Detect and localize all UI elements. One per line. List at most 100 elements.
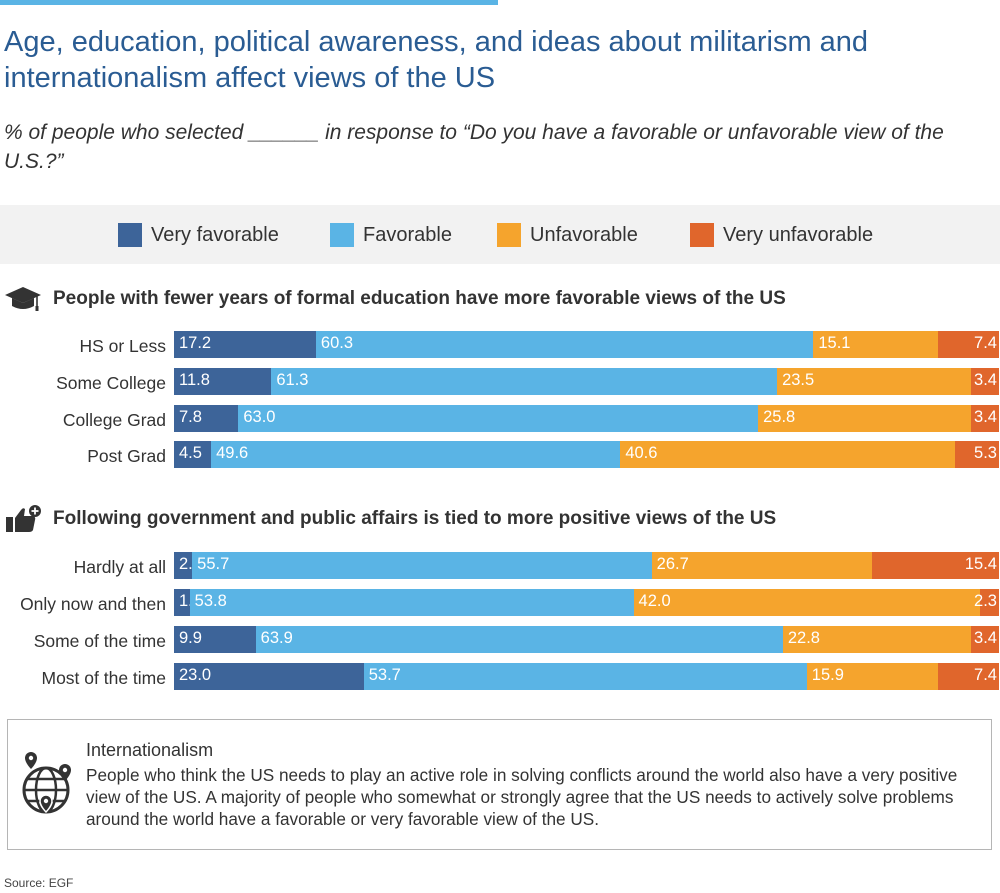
data-label: 53.7 bbox=[368, 666, 401, 684]
data-label: 63.9 bbox=[260, 629, 293, 647]
data-label: 49.6 bbox=[216, 444, 249, 462]
callout-body: People who think the US needs to play an… bbox=[86, 765, 958, 829]
bar-segment-favorable: 55.7 bbox=[192, 552, 652, 579]
data-label: 40.6 bbox=[625, 444, 658, 462]
data-label: 7.4 bbox=[974, 666, 997, 684]
data-label: 53.8 bbox=[194, 592, 227, 610]
data-label: 42.0 bbox=[638, 592, 671, 610]
bar-row: 23.0 53.7 15.9 7.4 bbox=[174, 663, 999, 690]
chart-title: Age, education, political awareness, and… bbox=[4, 26, 869, 94]
row-label: Only now and then bbox=[20, 594, 166, 614]
data-label: 23.5 bbox=[782, 371, 815, 389]
row-label: HS or Less bbox=[79, 336, 166, 356]
data-label: 2.3 bbox=[974, 592, 997, 610]
bar-segment-very-favorable: 23.0 bbox=[174, 663, 364, 690]
row-label: Hardly at all bbox=[73, 557, 166, 577]
bar-segment-unfavorable: 15.1 bbox=[813, 331, 938, 358]
thumbs-up-plus-icon bbox=[6, 505, 41, 532]
bar-segment-very-unfavorable: 5.3 bbox=[955, 441, 999, 468]
data-label: 25.8 bbox=[763, 408, 796, 426]
bar-segment-very-unfavorable: 3.4 bbox=[970, 626, 999, 653]
data-label: 23.0 bbox=[179, 666, 212, 684]
legend-swatch-very-unfavorable bbox=[690, 223, 714, 247]
data-label: 61.3 bbox=[276, 371, 309, 389]
row-label: Most of the time bbox=[41, 668, 167, 688]
bar-segment-unfavorable: 23.5 bbox=[777, 368, 971, 395]
bar-segment-unfavorable: 22.8 bbox=[782, 626, 971, 653]
bar-segment-favorable: 53.8 bbox=[189, 589, 634, 616]
globe-pins-icon bbox=[22, 752, 71, 814]
data-label: 15.9 bbox=[811, 666, 844, 684]
internationalism-callout: Internationalism People who think the US… bbox=[7, 719, 992, 850]
chart-subtitle: % of people who selected ______ in respo… bbox=[4, 121, 944, 173]
legend-item-very-favorable: Very favorable bbox=[118, 222, 279, 248]
legend-swatch-favorable bbox=[330, 223, 354, 247]
bar-segment-unfavorable: 25.8 bbox=[758, 405, 971, 432]
legend: Very favorable Favorable Unfavorable Ver… bbox=[0, 205, 1000, 264]
data-label: 9.9 bbox=[179, 629, 202, 647]
bar-row: 17.2 60.3 15.1 7.4 bbox=[174, 331, 999, 358]
row-label: Some of the time bbox=[33, 631, 166, 651]
legend-label: Unfavorable bbox=[530, 223, 638, 246]
bar-segment-favorable: 63.0 bbox=[238, 405, 759, 432]
bar-segment-favorable: 61.3 bbox=[271, 368, 778, 395]
awareness-section-header: Following government and public affairs … bbox=[4, 504, 776, 534]
bar-row: 7.8 63.0 25.8 3.4 bbox=[174, 405, 999, 432]
data-label: 15.1 bbox=[818, 334, 851, 352]
callout-title: Internationalism bbox=[86, 740, 214, 760]
data-label: 26.7 bbox=[656, 555, 689, 573]
bar-segment-very-unfavorable: 2.3 bbox=[974, 589, 999, 616]
bar-segment-very-favorable: 17.2 bbox=[174, 331, 316, 358]
bar-segment-very-favorable: 9.9 bbox=[174, 626, 256, 653]
graduation-cap-icon bbox=[5, 287, 41, 311]
bar-segment-unfavorable: 42.0 bbox=[633, 589, 981, 616]
row-label: College Grad bbox=[62, 410, 166, 430]
bar-segment-very-favorable: 1.9 bbox=[174, 589, 202, 616]
bar-segment-favorable: 60.3 bbox=[315, 331, 814, 358]
data-label: 17.2 bbox=[179, 334, 212, 352]
data-label: 3.4 bbox=[974, 371, 997, 389]
legend-label: Very unfavorable bbox=[723, 223, 874, 246]
legend-item-very-unfavorable: Very unfavorable bbox=[690, 222, 873, 248]
data-label: 3.4 bbox=[974, 629, 997, 647]
row-label: Some College bbox=[56, 373, 166, 393]
legend-swatch-very-favorable bbox=[118, 223, 142, 247]
legend-swatch-unfavorable bbox=[497, 223, 521, 247]
bar-segment-very-unfavorable: 3.4 bbox=[970, 368, 999, 395]
bar-segment-unfavorable: 26.7 bbox=[651, 552, 872, 579]
legend-item-favorable: Favorable bbox=[330, 222, 452, 248]
data-label: 4.5 bbox=[179, 444, 202, 462]
bar-segment-favorable: 49.6 bbox=[211, 441, 621, 468]
bar-row: 9.9 63.9 22.8 3.4 bbox=[174, 626, 999, 653]
bar-row: 11.8 61.3 23.5 3.4 bbox=[174, 368, 999, 395]
legend-item-unfavorable: Unfavorable bbox=[497, 222, 638, 248]
data-label: 3.4 bbox=[974, 408, 997, 426]
data-label: 7.4 bbox=[974, 334, 997, 352]
bar-segment-unfavorable: 15.9 bbox=[806, 663, 938, 690]
bar-segment-very-unfavorable: 7.4 bbox=[937, 331, 999, 358]
data-label: 11.8 bbox=[179, 371, 210, 389]
bar-segment-favorable: 53.7 bbox=[363, 663, 807, 690]
data-label: 55.7 bbox=[197, 555, 230, 573]
bar-segment-very-favorable: 11.8 bbox=[174, 368, 272, 395]
bar-segment-favorable: 63.9 bbox=[255, 626, 783, 653]
bar-segment-very-favorable: 2.2 bbox=[174, 552, 202, 579]
education-section-header: People with fewer years of formal educat… bbox=[4, 284, 786, 314]
data-label: 5.3 bbox=[974, 444, 997, 462]
bar-segment-very-unfavorable: 7.4 bbox=[937, 663, 999, 690]
data-label: 7.8 bbox=[179, 408, 202, 426]
section-title: People with fewer years of formal educat… bbox=[53, 288, 786, 309]
data-label: 22.8 bbox=[787, 629, 820, 647]
bar-segment-very-unfavorable: 15.4 bbox=[871, 552, 999, 579]
legend-label: Very favorable bbox=[151, 223, 279, 246]
data-label: 63.0 bbox=[243, 408, 276, 426]
top-accent-bar bbox=[0, 0, 498, 5]
source-note: Source: EGF bbox=[4, 876, 74, 890]
bar-row: 2.2 55.7 26.7 15.4 bbox=[174, 552, 999, 579]
data-label: 60.3 bbox=[320, 334, 354, 352]
bar-row: 4.5 49.6 40.6 5.3 bbox=[174, 441, 999, 468]
row-label: Post Grad bbox=[87, 446, 166, 466]
bar-segment-very-unfavorable: 3.4 bbox=[970, 405, 999, 432]
bar-segment-very-favorable: 4.5 bbox=[174, 441, 212, 468]
legend-label: Favorable bbox=[363, 223, 452, 246]
